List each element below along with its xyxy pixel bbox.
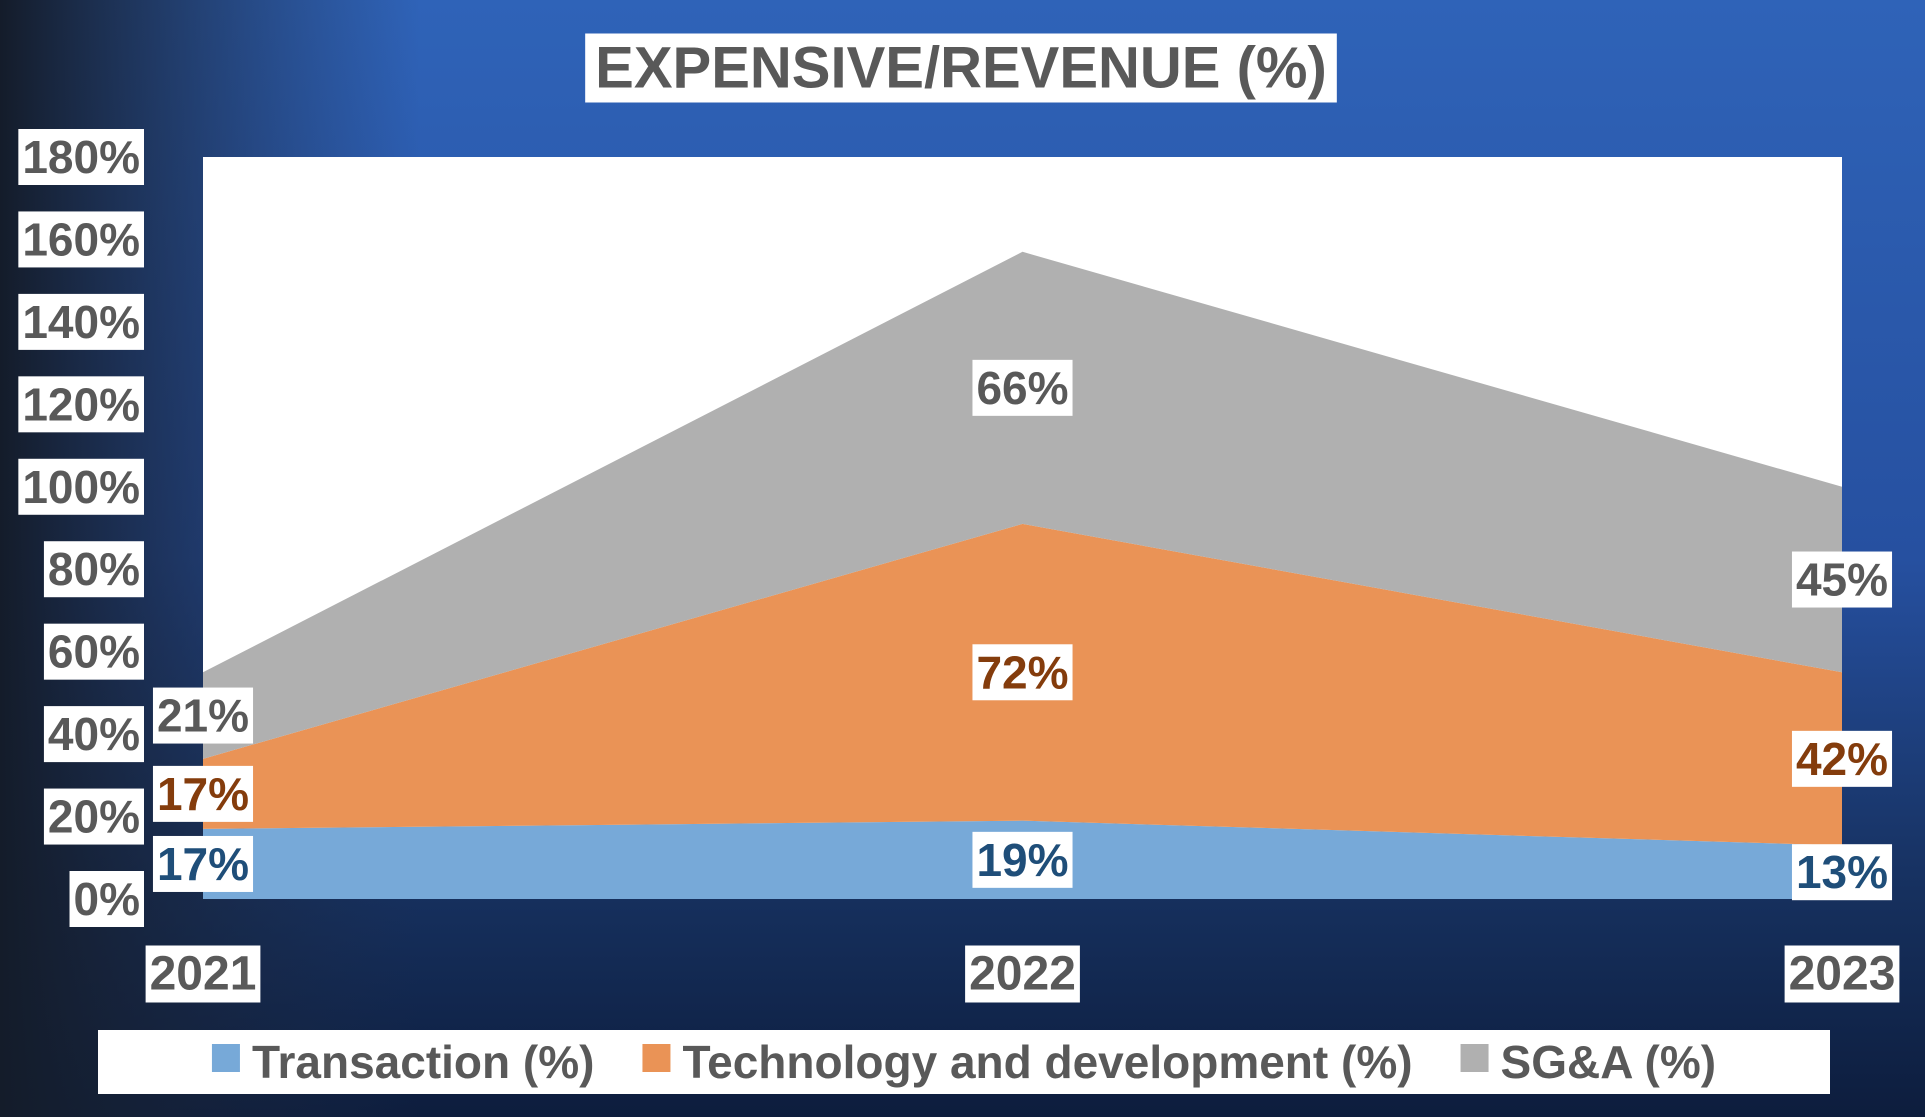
y-tick-label: 160% (22, 213, 140, 265)
legend-label: Transaction (%) (252, 1036, 595, 1088)
value-label: 45% (1796, 554, 1888, 606)
y-tick-label: 180% (22, 131, 140, 183)
value-label: 17% (157, 768, 249, 820)
value-label: 21% (157, 690, 249, 742)
value-label: 42% (1796, 733, 1888, 785)
legend-label: Technology and development (%) (682, 1036, 1412, 1088)
label-box (972, 644, 1073, 701)
label-box (18, 293, 144, 350)
label-box (152, 835, 254, 892)
y-tick-label: 120% (22, 378, 140, 430)
y-tick-label: 60% (48, 626, 140, 678)
value-label: 13% (1796, 846, 1888, 898)
value-label: 72% (976, 646, 1068, 698)
legend-box (98, 1030, 1830, 1094)
chart-title: EXPENSIVE/REVENUE (%) (595, 36, 1327, 101)
label-box (43, 623, 144, 680)
y-tick-label: 100% (22, 461, 140, 513)
label-box (972, 831, 1073, 888)
label-box (18, 211, 144, 268)
label-box (43, 541, 144, 598)
value-label: 19% (976, 834, 1068, 886)
label-box (1791, 730, 1893, 787)
label-box (18, 458, 144, 515)
label-box (43, 706, 144, 763)
label-box (1784, 945, 1900, 1003)
label-box (18, 376, 144, 433)
legend-marker (642, 1044, 671, 1072)
label-box (145, 945, 261, 1003)
y-tick-label: 140% (22, 296, 140, 348)
label-box (585, 33, 1337, 103)
label-box (18, 129, 144, 185)
label-box (152, 765, 254, 822)
y-tick-label: 80% (48, 543, 140, 595)
x-tick-label: 2021 (150, 948, 257, 1001)
x-tick-label: 2022 (969, 948, 1076, 1001)
label-box (43, 788, 144, 845)
y-tick-label: 20% (48, 791, 140, 843)
label-box (1791, 844, 1893, 901)
y-tick-label: 40% (48, 708, 140, 760)
label-box (972, 359, 1073, 416)
label-box (1791, 551, 1893, 608)
legend-marker (211, 1044, 240, 1072)
value-label: 66% (976, 362, 1068, 414)
x-tick-label: 2023 (1789, 948, 1896, 1001)
legend-label: SG&A (%) (1501, 1036, 1717, 1088)
label-box (152, 687, 254, 744)
area (203, 251, 1842, 759)
label-box (69, 871, 144, 927)
label-box (965, 945, 1080, 1003)
legend-marker (1460, 1044, 1489, 1072)
value-label: 17% (157, 838, 249, 890)
y-tick-label: 0% (74, 873, 140, 925)
